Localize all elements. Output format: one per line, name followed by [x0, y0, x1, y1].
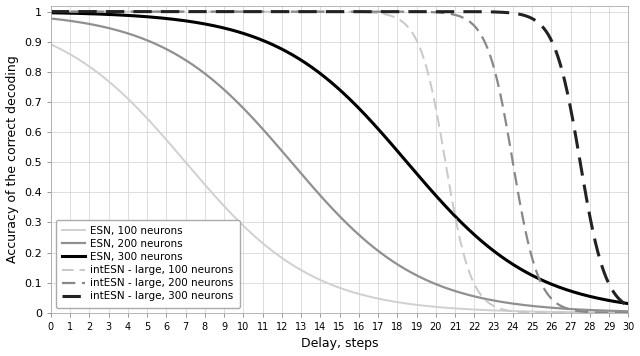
ESN, 200 neurons [608, 309, 616, 313]
ESN, 300 neurons [47, 11, 55, 15]
Line: ESN, 300 neurons: ESN, 300 neurons [51, 13, 628, 304]
intESN - large, 300 neurons [312, 10, 320, 14]
Y-axis label: Accuracy of the correct decoding: Accuracy of the correct decoding [6, 55, 19, 263]
intESN - large, 200 neurons [47, 10, 55, 14]
intESN - large, 100 neurons [607, 311, 615, 315]
ESN, 100 neurons [607, 310, 615, 315]
ESN, 100 neurons [502, 309, 509, 313]
Line: ESN, 200 neurons: ESN, 200 neurons [51, 19, 628, 311]
ESN, 100 neurons [328, 283, 335, 287]
intESN - large, 300 neurons [607, 286, 615, 290]
intESN - large, 300 neurons [77, 10, 84, 14]
intESN - large, 200 neurons [328, 10, 335, 14]
ESN, 300 neurons [625, 302, 632, 306]
intESN - large, 300 neurons [328, 10, 335, 14]
ESN, 300 neurons [77, 11, 84, 16]
intESN - large, 100 neurons [77, 10, 84, 14]
intESN - large, 300 neurons [502, 10, 509, 15]
Line: intESN - large, 300 neurons: intESN - large, 300 neurons [51, 12, 628, 306]
intESN - large, 100 neurons [608, 311, 616, 315]
intESN - large, 100 neurons [47, 10, 55, 14]
Line: intESN - large, 200 neurons: intESN - large, 200 neurons [51, 12, 628, 313]
intESN - large, 200 neurons [607, 310, 615, 315]
intESN - large, 100 neurons [502, 308, 509, 312]
intESN - large, 300 neurons [608, 287, 616, 291]
ESN, 100 neurons [625, 310, 632, 315]
ESN, 200 neurons [502, 300, 509, 305]
ESN, 100 neurons [608, 310, 616, 315]
intESN - large, 200 neurons [608, 310, 616, 315]
intESN - large, 200 neurons [502, 119, 509, 123]
intESN - large, 100 neurons [625, 311, 632, 315]
ESN, 200 neurons [328, 206, 335, 210]
ESN, 300 neurons [328, 80, 335, 85]
intESN - large, 300 neurons [625, 304, 632, 308]
ESN, 300 neurons [608, 299, 616, 303]
ESN, 100 neurons [47, 42, 55, 47]
Legend: ESN, 100 neurons, ESN, 200 neurons, ESN, 300 neurons, intESN - large, 100 neuron: ESN, 100 neurons, ESN, 200 neurons, ESN,… [56, 220, 240, 308]
ESN, 100 neurons [312, 276, 320, 280]
ESN, 200 neurons [312, 189, 320, 193]
ESN, 200 neurons [77, 20, 84, 25]
ESN, 300 neurons [502, 257, 509, 262]
intESN - large, 200 neurons [77, 10, 84, 14]
Line: intESN - large, 100 neurons: intESN - large, 100 neurons [51, 12, 628, 313]
Line: ESN, 100 neurons: ESN, 100 neurons [51, 44, 628, 313]
ESN, 200 neurons [625, 309, 632, 313]
ESN, 200 neurons [47, 16, 55, 21]
intESN - large, 200 neurons [625, 311, 632, 315]
ESN, 100 neurons [77, 58, 84, 63]
X-axis label: Delay, steps: Delay, steps [301, 337, 378, 350]
ESN, 200 neurons [607, 309, 615, 313]
intESN - large, 100 neurons [312, 10, 320, 14]
intESN - large, 200 neurons [312, 10, 320, 14]
ESN, 300 neurons [607, 299, 615, 303]
ESN, 300 neurons [312, 68, 320, 73]
intESN - large, 100 neurons [328, 10, 335, 14]
intESN - large, 300 neurons [47, 10, 55, 14]
